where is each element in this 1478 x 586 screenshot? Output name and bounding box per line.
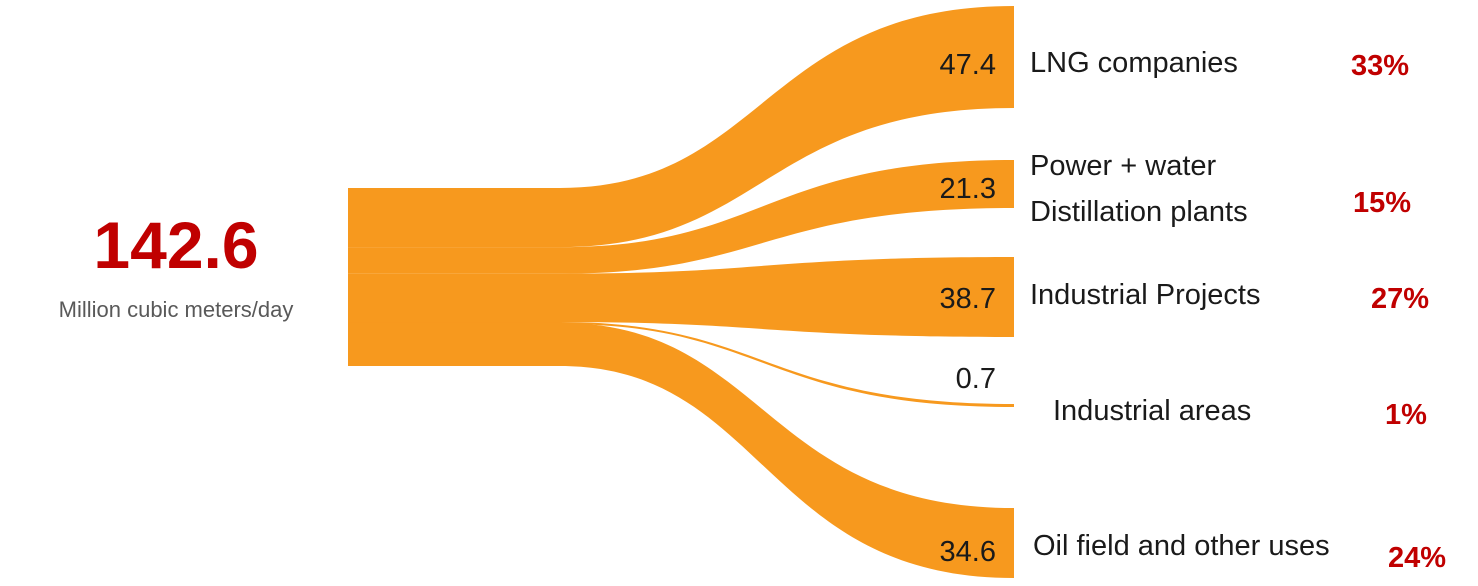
flow-target-label: Industrial areas: [1053, 395, 1251, 427]
flow-percent-label: 33%: [1351, 50, 1409, 82]
flow-value-label: 21.3: [940, 173, 996, 205]
flow-labels: 47.4 LNG companies 33% 21.3 Power + water Dis…: [940, 47, 1447, 574]
flow-target-label: Distillation plants: [1030, 196, 1248, 228]
flow-value-label: 38.7: [940, 283, 996, 315]
flow-link-3: [348, 257, 1014, 337]
flow-value-label: 34.6: [940, 536, 996, 568]
source-unit-label: Million cubic meters/day: [59, 297, 294, 322]
flow-percent-label: 27%: [1371, 283, 1429, 315]
flow-link-5: [348, 322, 1014, 578]
flow-link-2: [348, 160, 1014, 274]
flow-links: [348, 6, 1014, 578]
flow-percent-label: 1%: [1385, 399, 1427, 431]
flow-target-label: LNG companies: [1030, 47, 1238, 79]
flow-percent-label: 15%: [1353, 187, 1411, 219]
flow-link-1: [348, 6, 1014, 248]
source-total-value: 142.6: [93, 208, 258, 282]
flow-target-label: Oil field and other uses: [1033, 530, 1330, 562]
flow-value-label: 47.4: [940, 49, 996, 81]
flow-value-label: 0.7: [956, 363, 996, 395]
flow-target-label: Power + water: [1030, 150, 1217, 182]
flow-percent-label: 24%: [1388, 542, 1446, 574]
flow-target-label: Industrial Projects: [1030, 279, 1261, 311]
